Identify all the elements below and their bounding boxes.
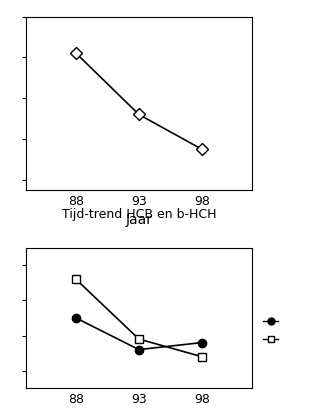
X-axis label: Jaar: Jaar xyxy=(125,214,152,228)
Legend: , : , xyxy=(263,316,286,344)
Text: Tijd-trend HCB en b-HCH: Tijd-trend HCB en b-HCH xyxy=(62,208,216,221)
